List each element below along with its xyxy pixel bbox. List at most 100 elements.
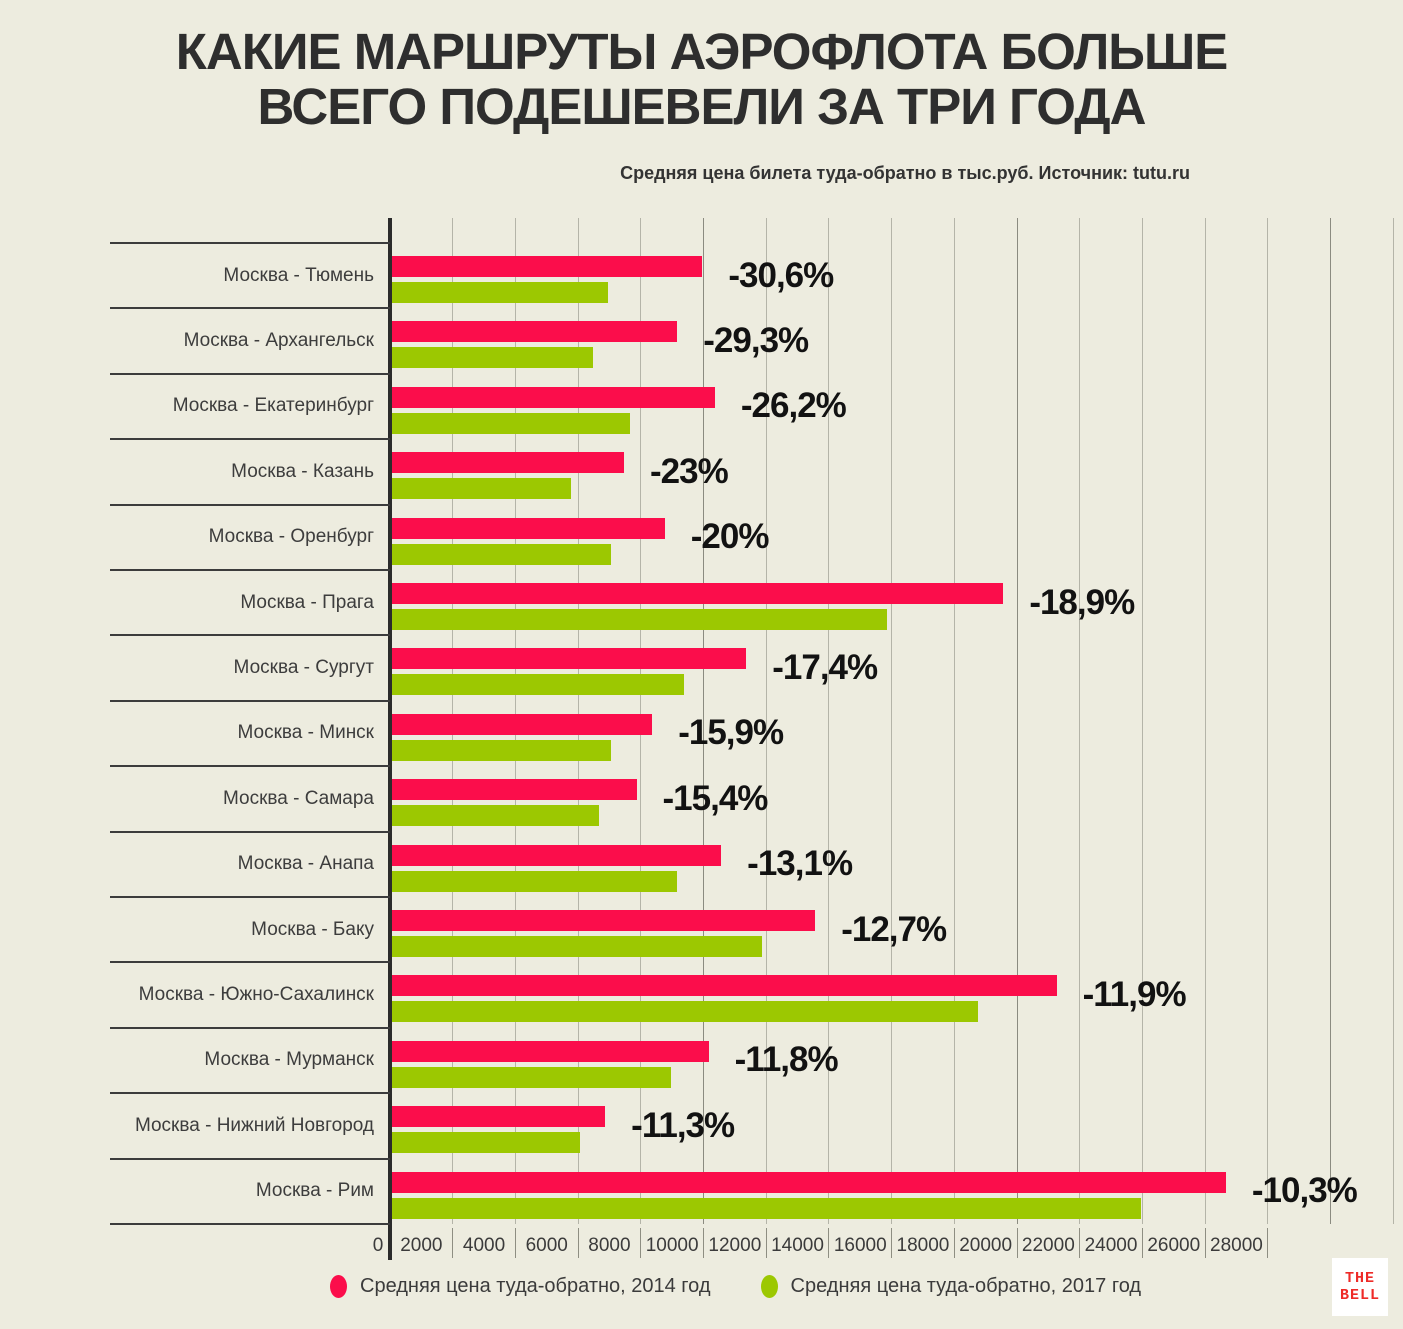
pct-change-label: -18,9% <box>1029 582 1135 622</box>
grid-line <box>1392 218 1394 1224</box>
row-separator <box>110 503 390 506</box>
bar-2017 <box>392 739 612 761</box>
bar-2017 <box>392 1066 671 1088</box>
x-tick <box>514 1228 516 1258</box>
pct-change-label: -13,1% <box>747 844 853 884</box>
category-label: Москва - Оренбург <box>208 526 374 548</box>
x-tick <box>640 1228 642 1258</box>
bar-2014 <box>392 256 703 277</box>
x-tick-label: 28000 <box>1210 1235 1263 1256</box>
x-tick-label: 14000 <box>771 1235 824 1256</box>
bar-2014 <box>392 975 1057 997</box>
chart-subtitle: Средняя цена билета туда-обратно в тыс.р… <box>620 163 1190 183</box>
row-separator <box>110 1157 390 1160</box>
bar-2017 <box>392 1001 979 1023</box>
x-tick-label: 6000 <box>525 1235 568 1256</box>
row-separator <box>110 242 390 244</box>
x-tick <box>953 1228 955 1258</box>
x-tick-label: 10000 <box>645 1235 699 1256</box>
row-separator <box>110 438 390 441</box>
row-separator <box>110 830 390 833</box>
bar-2017 <box>392 870 678 892</box>
x-tick <box>1016 1228 1018 1258</box>
grid-line <box>891 218 893 1224</box>
bar-2017 <box>392 609 888 630</box>
x-tick <box>1141 1228 1143 1258</box>
bar-2014 <box>392 910 816 931</box>
category-label: Москва - Мурманск <box>204 1049 374 1071</box>
x-tick-label: 2000 <box>400 1235 443 1256</box>
pct-change-label: -17,4% <box>772 648 878 688</box>
bar-2014 <box>392 1106 606 1128</box>
bar-2017 <box>392 805 599 827</box>
row-separator <box>110 765 390 768</box>
x-tick <box>703 1228 704 1258</box>
row-separator <box>110 896 390 898</box>
bar-2017 <box>392 478 571 500</box>
grid-line <box>1016 218 1018 1224</box>
legend-label-2017: Средняя цена туда-обратно, 2017 год <box>790 1274 1142 1297</box>
category-label: Москва - Нижний Новгород <box>134 1114 374 1136</box>
logo-text-line-1: THE <box>1344 1270 1375 1287</box>
bar-2017 <box>392 347 593 369</box>
bar-2017 <box>392 282 609 303</box>
x-tick-label: 22000 <box>1021 1235 1075 1256</box>
row-separator <box>110 372 390 375</box>
bar-2014 <box>392 517 665 539</box>
bar-chart: Москва - Тюмень -30,6% Москва - Архангельс… <box>0 218 1403 1282</box>
bar-2014 <box>392 321 678 343</box>
bar-2017 <box>392 674 684 696</box>
category-label: Москва - Прага <box>240 591 374 613</box>
grid-line <box>1267 218 1269 1224</box>
grid-line <box>953 218 955 1224</box>
category-label: Москва - Анапа <box>237 853 374 875</box>
x-tick <box>452 1228 454 1258</box>
pct-change-label: -20% <box>690 517 770 557</box>
category-label: Москва - Сургут <box>233 657 374 679</box>
legend-dot-2014-icon <box>330 1274 347 1298</box>
x-tick <box>1204 1228 1206 1258</box>
pct-change-label: -10,3% <box>1251 1171 1358 1211</box>
x-tick-label: 4000 <box>462 1235 506 1256</box>
grid-line <box>1330 218 1331 1224</box>
x-tick <box>891 1228 893 1258</box>
bar-2017 <box>392 1132 581 1154</box>
pct-change-label: -26,2% <box>740 386 847 426</box>
title-line-2: ВСЕГО ПОДЕШЕВЕЛИ ЗА ТРИ ГОДА <box>257 78 1147 135</box>
category-label: Москва - Тюмень <box>223 264 374 286</box>
bar-2014 <box>392 648 747 670</box>
x-tick-label: 8000 <box>588 1235 631 1256</box>
pct-change-label: -23% <box>649 451 729 491</box>
row-separator <box>110 961 390 964</box>
grid-line <box>765 218 767 1224</box>
row-separator <box>110 699 390 702</box>
x-tick-label: 0 <box>372 1235 384 1256</box>
title-line-1: КАКИЕ МАРШРУТЫ АЭРОФЛОТА БОЛЬШЕ <box>175 23 1228 80</box>
bar-2014 <box>392 779 637 801</box>
row-separator <box>110 1092 390 1095</box>
x-tick-label: 26000 <box>1147 1235 1201 1256</box>
x-tick-label: 16000 <box>833 1235 887 1256</box>
pct-change-label: -29,3% <box>703 321 809 361</box>
x-tick <box>765 1228 767 1258</box>
category-label: Москва - Минск <box>237 722 375 744</box>
bar-2014 <box>392 452 624 474</box>
category-label: Москва - Баку <box>251 918 374 940</box>
grid-line <box>1079 218 1081 1224</box>
legend-label-2014: Средняя цена туда-обратно, 2014 год <box>360 1274 711 1297</box>
grid-line <box>1204 218 1206 1224</box>
grid-line <box>1141 218 1143 1224</box>
bar-2014 <box>392 1171 1226 1193</box>
legend-item-2017: Средняя цена туда-обратно, 2017 год <box>760 1274 1142 1298</box>
pct-change-label: -30,6% <box>728 255 834 295</box>
category-label: Москва - Южно-Сахалинск <box>138 984 374 1006</box>
pct-change-label: -12,7% <box>841 909 947 949</box>
the-bell-logo: THE BELL <box>1332 1258 1388 1316</box>
category-label: Москва - Екатеринбург <box>172 395 374 417</box>
category-label: Москва - Архангельск <box>183 330 374 352</box>
x-tick <box>1079 1228 1081 1258</box>
bar-2014 <box>392 844 722 866</box>
x-tick <box>1267 1228 1269 1258</box>
bar-2014 <box>392 1040 709 1062</box>
x-tick <box>828 1228 830 1258</box>
